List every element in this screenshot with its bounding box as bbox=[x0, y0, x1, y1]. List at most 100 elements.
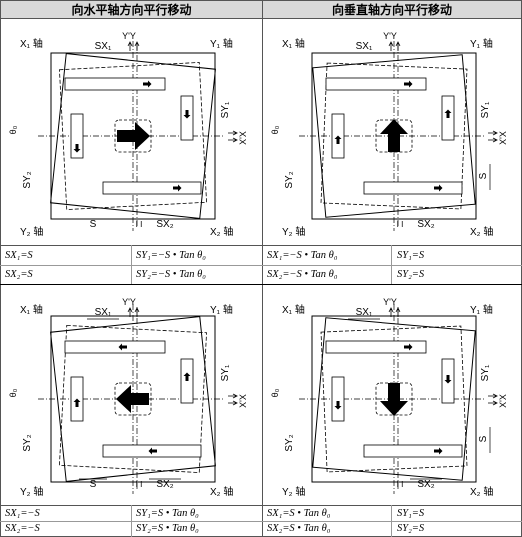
label-x2-axis: X₂ 轴 bbox=[470, 485, 493, 498]
label-x1-axis: X₁ 轴 bbox=[20, 37, 43, 50]
x-arrow bbox=[488, 137, 498, 143]
large-move-arrow bbox=[380, 119, 408, 152]
label-xx-axis: X'X bbox=[498, 131, 508, 145]
formula-p3-sx2: SX₂=−S bbox=[5, 523, 40, 534]
label-ii-mark: I I bbox=[397, 220, 404, 229]
label-sy2: SY₂ bbox=[22, 171, 33, 188]
reference-frame-dashed bbox=[320, 62, 468, 210]
xprime-arrow bbox=[228, 130, 238, 136]
label-theta: θ₀ bbox=[8, 388, 18, 397]
label-sy2: SY₂ bbox=[284, 434, 295, 451]
label-xx-axis: X'X bbox=[498, 394, 508, 408]
slider-right-arrow bbox=[183, 110, 191, 119]
slider-top-arrow bbox=[118, 343, 127, 351]
label-yy-axis: Y'Y bbox=[122, 31, 136, 41]
label-theta: θ₀ bbox=[270, 125, 280, 134]
formula-p3-sy2: SY₂=S • Tan θ₀ bbox=[136, 523, 199, 534]
slider-left bbox=[331, 376, 345, 422]
y-arrow bbox=[134, 41, 140, 51]
formula-p2-sy2: SY₂=S bbox=[397, 269, 425, 280]
slider-right-arrow bbox=[183, 372, 191, 381]
formula-p3-sx1: SX₁=−S bbox=[5, 508, 40, 519]
label-sx1: SX₁ bbox=[95, 307, 112, 318]
x-arrow bbox=[228, 137, 238, 143]
y-arrow bbox=[395, 307, 401, 317]
formula-p4-sx1: SX₁=S • Tan θ₀ bbox=[267, 508, 331, 519]
label-y1-axis: Y₁ 轴 bbox=[210, 37, 233, 50]
label-x2-axis: X₂ 轴 bbox=[470, 225, 493, 238]
formula-p4-sx2: SX₂=S • Tan θ₀ bbox=[267, 523, 331, 534]
formula-divider-p1 bbox=[131, 245, 132, 284]
slider-top bbox=[325, 77, 427, 91]
label-yy-axis: Y'Y bbox=[122, 297, 136, 307]
formula-p1-sy2: SY₂=−S • Tan θ₀ bbox=[136, 269, 206, 280]
slider-bottom-arrow bbox=[434, 184, 443, 192]
yprime-arrow bbox=[388, 41, 394, 51]
formula-p2-sx1: SX₁=−S • Tan θ₀ bbox=[267, 250, 338, 261]
label-s: S bbox=[478, 435, 489, 442]
label-sx2: SX₂ bbox=[417, 479, 434, 490]
slider-bottom bbox=[363, 181, 463, 195]
formula-p1-sy1: SY₁=−S • Tan θ₀ bbox=[136, 250, 206, 261]
slider-left-arrow bbox=[334, 135, 342, 144]
label-sx2: SX₂ bbox=[417, 219, 434, 230]
slider-left-arrow bbox=[334, 401, 342, 410]
slider-top bbox=[64, 340, 166, 354]
label-x1-axis: X₁ 轴 bbox=[282, 37, 305, 50]
formula-p2-sy1: SY₁=S bbox=[397, 250, 425, 261]
slider-top-arrow bbox=[143, 80, 152, 88]
label-yy-axis: Y'Y bbox=[383, 297, 397, 307]
slider-bottom-arrow bbox=[148, 447, 157, 455]
label-ii-mark: I I bbox=[397, 480, 404, 489]
center-table bbox=[375, 382, 413, 416]
label-y2-axis: Y₂ 轴 bbox=[282, 485, 305, 498]
formula-p4-sy1: SY₁=S bbox=[397, 508, 425, 519]
label-yy-axis: Y'Y bbox=[383, 31, 397, 41]
label-s: S bbox=[90, 479, 97, 490]
x-arrow bbox=[228, 400, 238, 406]
formula-divider-p2 bbox=[391, 245, 392, 284]
diagram-vertical-down: X₁ 轴 Y₁ 轴 Y₂ 轴 X₂ 轴 Y'Y X'X θ₀ SX₁ SX₂ SY₂ SY₁ I I S bbox=[270, 297, 508, 498]
label-x2-axis: X₂ 轴 bbox=[210, 485, 233, 498]
slider-top bbox=[64, 77, 166, 91]
label-sx2: SX₂ bbox=[156, 219, 173, 230]
y-arrow bbox=[134, 307, 140, 317]
label-sx1: SX₁ bbox=[95, 41, 112, 52]
xprime-arrow bbox=[228, 393, 238, 399]
label-y1-axis: Y₁ 轴 bbox=[210, 303, 233, 316]
row-divider-2 bbox=[0, 284, 522, 285]
label-xx-axis: X'X bbox=[238, 131, 248, 145]
xprime-arrow bbox=[488, 130, 498, 136]
slider-left bbox=[70, 113, 84, 159]
label-sx2: SX₂ bbox=[156, 479, 173, 490]
large-move-arrow bbox=[380, 383, 408, 416]
y-arrow bbox=[395, 41, 401, 51]
label-x1-axis: X₁ 轴 bbox=[20, 303, 43, 316]
label-ii-mark: I I bbox=[136, 220, 143, 229]
yprime-arrow bbox=[388, 307, 394, 317]
slider-bottom bbox=[102, 181, 202, 195]
formula-row-divider-bottom bbox=[0, 521, 522, 522]
label-sy2: SY₂ bbox=[284, 171, 295, 188]
formula-row-divider-top bbox=[0, 265, 522, 266]
header-vertical-move: 向垂直轴方向平行移动 bbox=[262, 0, 522, 19]
slider-bottom bbox=[363, 444, 463, 458]
reference-frame-dashed bbox=[59, 62, 207, 210]
label-sx1: SX₁ bbox=[356, 41, 373, 52]
diagram-horizontal-left: X₁ 轴 Y₁ 轴 Y₂ 轴 X₂ 轴 Y'Y X'X θ₀ SX₁ SX₂ SY₂ SY₁ I I S bbox=[8, 297, 248, 498]
large-move-arrow bbox=[117, 122, 150, 150]
center-table bbox=[114, 119, 152, 153]
slider-top-arrow bbox=[404, 343, 413, 351]
formula-divider-p4 bbox=[391, 505, 392, 537]
formula-p1-sx2: SX₂=S bbox=[5, 269, 33, 280]
label-y2-axis: Y₂ 轴 bbox=[282, 225, 305, 238]
label-y2-axis: Y₂ 轴 bbox=[20, 485, 43, 498]
row-divider-1 bbox=[0, 245, 522, 246]
yprime-arrow bbox=[127, 41, 133, 51]
label-sy1: SY₁ bbox=[220, 101, 231, 118]
rotated-frame bbox=[312, 317, 476, 481]
diagram-horizontal-right: X₁ 轴 Y₁ 轴 Y₂ 轴 X₂ 轴 Y'Y X'X θ₀ SX₁ SX₂ SY₂ SY₁ I I S bbox=[8, 31, 248, 238]
label-x1-axis: X₁ 轴 bbox=[282, 303, 305, 316]
diagram-vertical-up: X₁ 轴 Y₁ 轴 Y₂ 轴 X₂ 轴 Y'Y X'X θ₀ SX₁ SX₂ SY₂ SY₁ I I S bbox=[270, 31, 508, 238]
